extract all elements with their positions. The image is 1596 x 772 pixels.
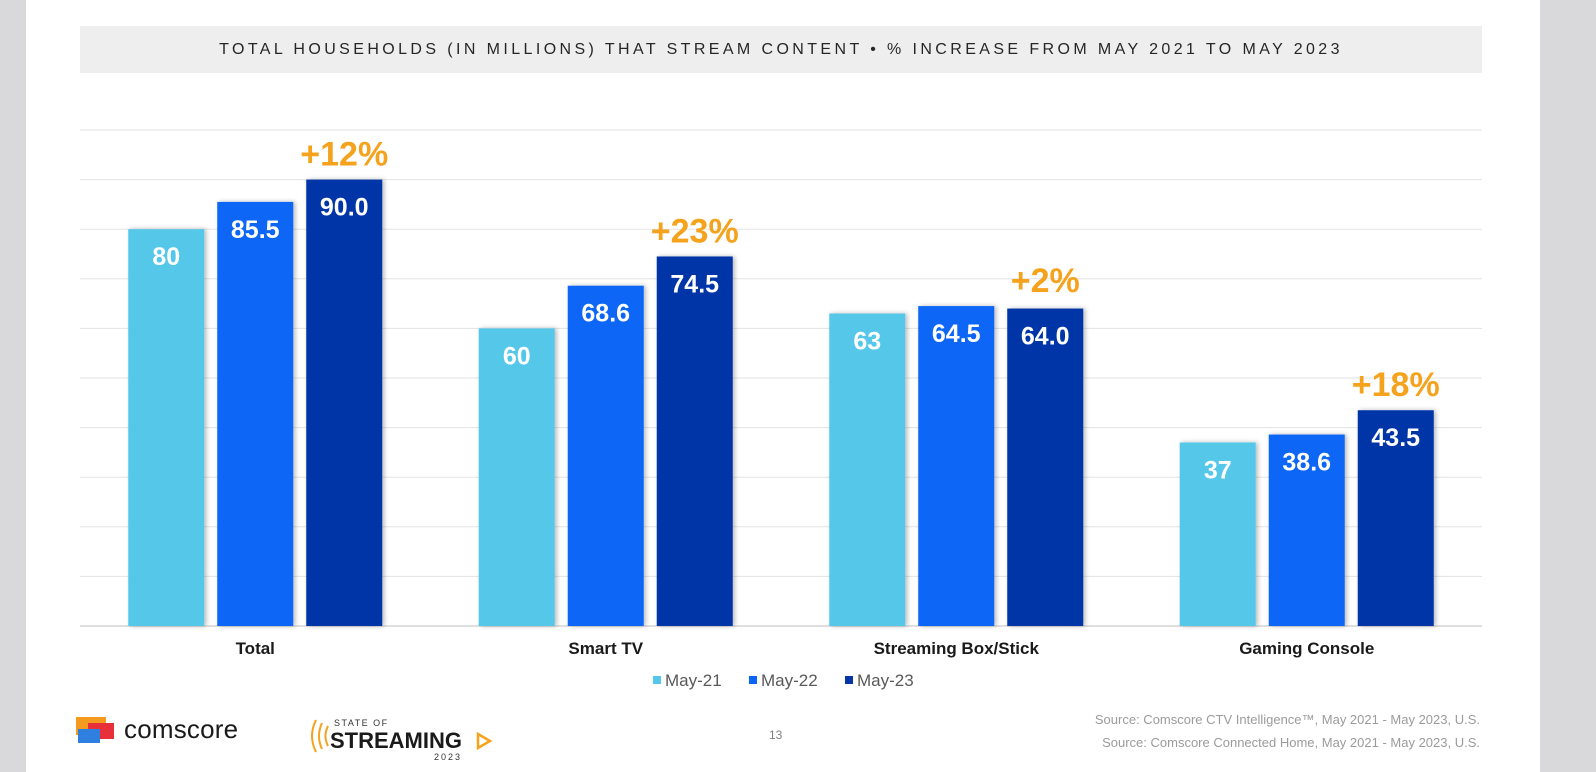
bar xyxy=(918,306,995,626)
bar-chart: 80 85.5 90.0 60 68.6 74.5 63 64.5 64.0 37 38.6 43.5… xyxy=(80,129,1482,690)
data-label: 60 xyxy=(503,342,531,370)
chart-title: TOTAL HOUSEHOLDS (IN MILLIONS) THAT STRE… xyxy=(219,40,1343,58)
slide: TOTAL HOUSEHOLDS (IN MILLIONS) THAT STRE… xyxy=(26,0,1540,772)
data-label: 74.5 xyxy=(670,270,719,298)
play-icon xyxy=(476,731,493,751)
increase-annotation: +18% xyxy=(1352,366,1440,404)
category-label: Gaming Console xyxy=(1239,639,1374,658)
data-label: 63 xyxy=(853,328,881,356)
bar xyxy=(1007,308,1084,626)
bar xyxy=(128,229,205,626)
increase-annotation: +12% xyxy=(300,136,388,174)
sos-top-text: STATE OF xyxy=(334,718,389,728)
bar xyxy=(1357,410,1434,626)
title-bar: TOTAL HOUSEHOLDS (IN MILLIONS) THAT STRE… xyxy=(80,26,1482,73)
data-label: 38.6 xyxy=(1282,449,1331,477)
sos-main-text: STREAMING xyxy=(330,728,462,753)
data-label: 90.0 xyxy=(320,194,369,222)
data-label: 64.0 xyxy=(1021,323,1070,351)
comscore-logo: comscore xyxy=(76,714,238,745)
bar xyxy=(306,179,383,626)
bar xyxy=(1268,434,1345,626)
increase-annotation: +2% xyxy=(1011,262,1080,300)
legend-swatch xyxy=(845,676,853,684)
legend-label: May-21 xyxy=(665,671,722,690)
data-label: 64.5 xyxy=(932,320,981,348)
annotations: +12% +23% +2% +18% xyxy=(300,136,1439,405)
bar xyxy=(656,256,733,626)
comscore-wordmark: comscore xyxy=(124,714,239,744)
sos-year-text: 2023 xyxy=(434,752,462,762)
bar xyxy=(1179,442,1256,626)
legend-swatch xyxy=(653,676,661,684)
bar xyxy=(217,201,294,627)
comscore-mark-icon xyxy=(76,716,114,743)
data-label: 85.5 xyxy=(231,216,280,244)
data-label: 68.6 xyxy=(581,300,630,328)
source-line-2: Source: Comscore Connected Home, May 202… xyxy=(1102,735,1480,750)
legend-label: May-23 xyxy=(857,671,914,690)
state-of-streaming-logo: STATE OF STREAMING 2023 xyxy=(311,718,493,762)
category-label: Smart TV xyxy=(568,639,643,658)
bars xyxy=(128,179,1434,627)
bar xyxy=(829,313,906,626)
legend-label: May-22 xyxy=(761,671,818,690)
data-label: 80 xyxy=(152,243,180,271)
bar xyxy=(567,285,644,626)
page-number: 13 xyxy=(769,728,783,742)
category-labels: Total Smart TV Streaming Box/Stick Gaming C… xyxy=(236,639,1375,658)
category-label: Total xyxy=(236,639,275,658)
legend-swatch xyxy=(749,676,757,684)
increase-annotation: +23% xyxy=(651,212,739,250)
bar xyxy=(478,328,555,626)
legend: May-21 May-22 May-23 xyxy=(653,671,914,690)
data-label: 37 xyxy=(1204,456,1232,484)
data-label: 43.5 xyxy=(1371,424,1420,452)
data-labels: 80 85.5 90.0 60 68.6 74.5 63 64.5 64.0 37 38.6 43.5 xyxy=(152,194,1420,485)
source-line-1: Source: Comscore CTV Intelligence™, May … xyxy=(1094,712,1480,727)
category-label: Streaming Box/Stick xyxy=(874,639,1040,658)
